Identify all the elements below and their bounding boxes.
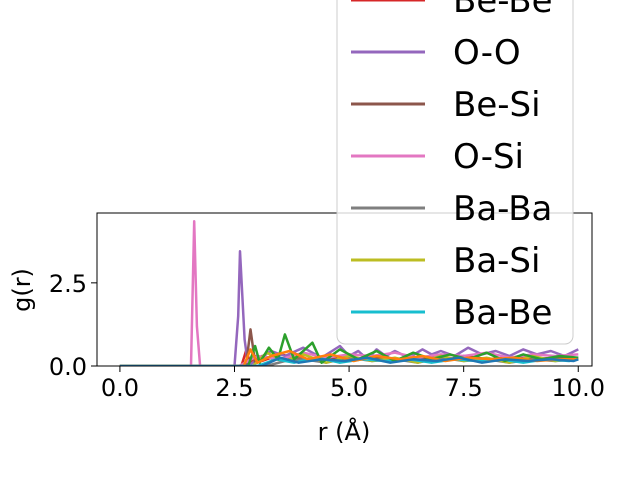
y-tick-label: 2.5: [49, 270, 87, 298]
x-axis: 0.0 2.5 5.0 7.5 10.0: [101, 366, 605, 402]
legend-label-o-si: O-Si: [453, 137, 524, 177]
x-tick-label: 7.5: [445, 374, 483, 402]
x-tick-label: 0.0: [101, 374, 139, 402]
legend: Be-Be O-O Be-Si O-Si Ba-Ba Ba-Si Ba-Be: [336, 0, 574, 345]
x-tick-label: 2.5: [215, 374, 253, 402]
x-tick-label: 5.0: [330, 374, 368, 402]
x-tick-label: 10.0: [552, 374, 605, 402]
legend-label-be-si: Be-Si: [453, 85, 541, 125]
y-tick-label: 0.0: [49, 353, 87, 381]
series-line-unlabeled-9: [119, 356, 579, 366]
plot-area: [119, 220, 579, 366]
y-axis-label: g(r): [8, 268, 36, 312]
legend-label-be-be: Be-Be: [453, 0, 553, 21]
legend-label-o-o: O-O: [453, 33, 521, 73]
legend-label-ba-be: Ba-Be: [453, 293, 552, 333]
legend-box: [336, 0, 574, 345]
legend-label-ba-ba: Ba-Ba: [453, 189, 552, 229]
series-line-unlabeled-8: [119, 348, 579, 366]
y-axis: 0.0 2.5: [49, 270, 97, 381]
legend-label-ba-si: Ba-Si: [453, 241, 540, 281]
x-axis-label: r (Å): [318, 417, 371, 446]
